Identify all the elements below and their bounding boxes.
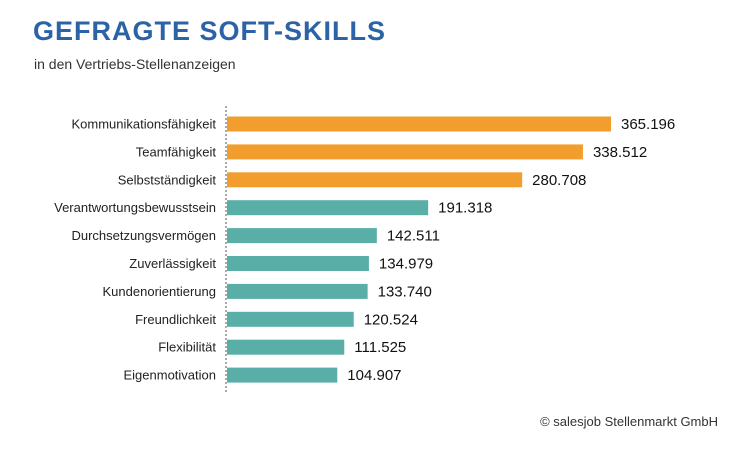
bar: [227, 367, 338, 383]
bar: [227, 172, 523, 188]
bar: [227, 283, 368, 299]
category-label: Durchsetzungsvermögen: [71, 228, 216, 243]
category-label: Zuverlässigkeit: [129, 256, 216, 271]
category-label: Teamfähigkeit: [136, 144, 217, 159]
source-credit: © salesjob Stellenmarkt GmbH: [540, 414, 718, 429]
category-label: Verantwortungsbewusstsein: [54, 200, 216, 215]
value-label: 104.907: [347, 367, 401, 384]
category-label: Freundlichkeit: [135, 312, 216, 327]
value-label: 142.511: [387, 228, 440, 245]
value-label: 120.524: [364, 311, 418, 328]
value-label: 338.512: [593, 144, 647, 161]
value-label: 111.525: [354, 339, 406, 356]
value-label: 280.708: [532, 172, 586, 189]
chart-subtitle: in den Vertriebs-Stellenanzeigen: [34, 56, 236, 72]
bar: [227, 311, 354, 327]
category-label: Kundenorientierung: [103, 284, 216, 299]
category-label: Flexibilität: [158, 340, 216, 355]
bar: [227, 228, 377, 244]
bar: [227, 116, 611, 132]
value-label: 191.318: [438, 200, 492, 217]
value-label: 134.979: [379, 256, 433, 273]
category-label: Eigenmotivation: [124, 368, 217, 383]
category-label: Selbstständigkeit: [118, 172, 217, 187]
bar: [227, 339, 345, 355]
value-label: 365.196: [621, 116, 675, 133]
category-label: Kommunikationsfähigkeit: [71, 117, 216, 132]
chart-title: GEFRAGTE SOFT-SKILLS: [33, 16, 387, 46]
bar: [227, 144, 583, 160]
bar: [227, 200, 429, 216]
bar: [227, 256, 369, 271]
value-label: 133.740: [378, 283, 432, 300]
